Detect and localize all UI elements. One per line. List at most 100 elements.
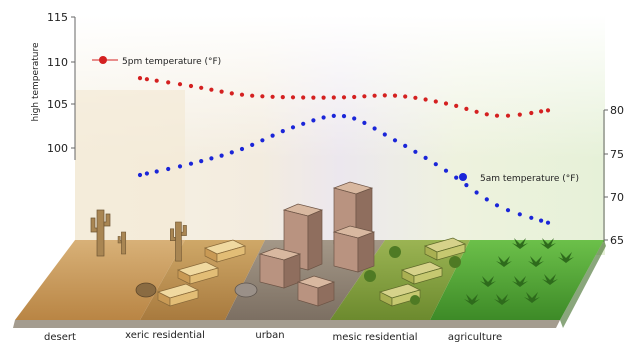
data-point bbox=[464, 106, 469, 111]
dome-icon bbox=[234, 282, 258, 298]
data-point bbox=[517, 212, 522, 217]
mesic-houses bbox=[364, 237, 466, 307]
data-point bbox=[166, 166, 171, 172]
data-point bbox=[199, 159, 204, 164]
data-point bbox=[403, 94, 408, 99]
legend-pm-marker bbox=[99, 56, 107, 64]
house-icon bbox=[379, 283, 421, 307]
am-temperature-series bbox=[137, 113, 551, 225]
data-point bbox=[392, 93, 398, 98]
legend-am-marker bbox=[459, 173, 467, 181]
crop-icon bbox=[558, 252, 574, 263]
urban-buildings bbox=[234, 181, 376, 307]
crop-icon bbox=[512, 238, 528, 249]
data-point bbox=[413, 95, 418, 100]
data-point bbox=[290, 95, 296, 100]
crop-icon bbox=[528, 256, 544, 267]
data-point bbox=[137, 76, 143, 81]
tree-icon bbox=[364, 270, 376, 282]
building-icon bbox=[332, 225, 376, 273]
crop-icon bbox=[512, 276, 528, 287]
data-point bbox=[443, 101, 449, 106]
zone-labels: desert xeric residential urban mesic res… bbox=[44, 330, 502, 343]
data-point bbox=[505, 113, 511, 118]
data-point bbox=[229, 150, 234, 155]
data-point bbox=[219, 89, 224, 94]
data-point bbox=[270, 94, 275, 99]
tree-icon bbox=[389, 246, 401, 258]
data-point bbox=[474, 109, 479, 114]
cactus-icon bbox=[170, 221, 187, 262]
building-icon bbox=[296, 275, 336, 307]
house-icon bbox=[177, 261, 219, 285]
right-tick-label-75: 75 bbox=[610, 148, 624, 161]
data-point bbox=[321, 115, 326, 120]
data-point bbox=[188, 83, 194, 89]
data-point bbox=[382, 132, 387, 137]
data-point bbox=[484, 112, 489, 117]
left-tick-label-110: 110 bbox=[47, 56, 68, 69]
data-point bbox=[484, 197, 489, 202]
data-point bbox=[433, 162, 438, 167]
data-point bbox=[239, 146, 245, 152]
house-icon bbox=[204, 239, 246, 263]
data-point bbox=[321, 95, 326, 100]
data-point bbox=[529, 215, 534, 220]
ground-front-edge bbox=[13, 320, 560, 328]
left-axis-label: high temperature bbox=[31, 42, 41, 122]
data-point bbox=[352, 94, 357, 100]
data-point bbox=[144, 77, 149, 82]
data-point bbox=[280, 129, 285, 134]
data-point bbox=[539, 218, 544, 223]
zone-desert bbox=[15, 240, 185, 320]
data-point bbox=[362, 120, 367, 125]
data-point bbox=[505, 208, 511, 213]
left-tick-label-105: 105 bbox=[47, 98, 68, 111]
right-tick-label-80: 80 bbox=[610, 104, 624, 117]
crop-icon bbox=[542, 274, 558, 285]
data-point bbox=[331, 113, 336, 118]
right-tick-label-65: 65 bbox=[610, 234, 624, 247]
data-point bbox=[382, 93, 387, 98]
right-tick-label-70: 70 bbox=[610, 191, 624, 204]
data-point bbox=[137, 172, 143, 178]
data-point bbox=[539, 109, 544, 114]
data-point bbox=[301, 95, 306, 100]
data-point bbox=[260, 94, 265, 99]
data-point bbox=[177, 164, 183, 169]
data-point bbox=[250, 93, 255, 98]
data-point bbox=[209, 87, 214, 92]
zone-label-agriculture: agriculture bbox=[448, 332, 502, 343]
data-point bbox=[494, 203, 500, 208]
data-point bbox=[372, 126, 377, 131]
data-point bbox=[331, 95, 336, 100]
data-point bbox=[494, 113, 500, 118]
data-point bbox=[166, 80, 171, 85]
data-point bbox=[144, 171, 149, 176]
zone-mesic bbox=[330, 240, 470, 320]
house-icon bbox=[401, 261, 443, 285]
left-tick-label-115: 115 bbox=[47, 11, 68, 24]
xeric-houses bbox=[157, 239, 246, 307]
data-point bbox=[464, 183, 469, 188]
zone-label-desert: desert bbox=[44, 332, 76, 343]
crop-plants bbox=[464, 238, 574, 305]
data-point bbox=[545, 220, 551, 225]
data-point bbox=[545, 108, 551, 113]
data-point bbox=[403, 143, 408, 148]
cactus-icon bbox=[90, 209, 111, 257]
left-axis: 115 110 105 100 high temperature bbox=[31, 11, 76, 160]
zone-label-urban: urban bbox=[255, 330, 284, 341]
data-point bbox=[229, 91, 234, 96]
legend-am-label: 5am temperature (°F) bbox=[480, 174, 579, 184]
data-point bbox=[154, 169, 159, 174]
data-point bbox=[362, 94, 367, 99]
data-point bbox=[423, 155, 428, 160]
data-point bbox=[177, 82, 183, 87]
data-point bbox=[250, 142, 255, 147]
data-point bbox=[341, 95, 347, 100]
tree-icon bbox=[449, 256, 461, 268]
data-point bbox=[199, 85, 204, 90]
data-point bbox=[154, 78, 159, 83]
